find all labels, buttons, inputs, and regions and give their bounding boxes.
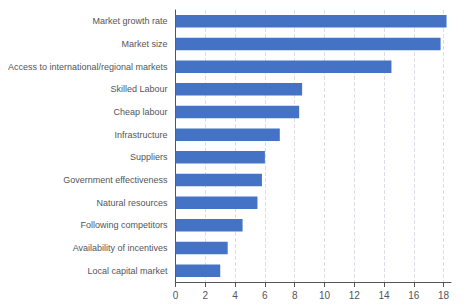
svg-text:Infrastructure: Infrastructure xyxy=(115,130,168,140)
svg-text:Access to international/region: Access to international/regional markets xyxy=(8,62,168,72)
svg-text:8: 8 xyxy=(292,290,298,301)
svg-text:Following competitors: Following competitors xyxy=(81,220,169,230)
svg-text:16: 16 xyxy=(408,290,420,301)
svg-text:6: 6 xyxy=(262,290,268,301)
svg-text:18: 18 xyxy=(438,290,450,301)
svg-text:12: 12 xyxy=(349,290,361,301)
svg-text:Local capital market: Local capital market xyxy=(88,266,169,276)
svg-text:Cheap labour: Cheap labour xyxy=(114,107,168,117)
svg-text:0: 0 xyxy=(173,290,179,301)
svg-text:Government effectiveness: Government effectiveness xyxy=(63,175,168,185)
svg-text:10: 10 xyxy=(319,290,331,301)
svg-text:Suppliers: Suppliers xyxy=(130,152,168,162)
svg-text:2: 2 xyxy=(203,290,209,301)
svg-text:14: 14 xyxy=(378,290,390,301)
svg-text:Natural resources: Natural resources xyxy=(97,198,169,208)
svg-text:Market size: Market size xyxy=(122,39,168,49)
svg-text:Availability of incentives: Availability of incentives xyxy=(73,243,168,253)
svg-text:Skilled Labour: Skilled Labour xyxy=(111,84,168,94)
svg-text:Market growth rate: Market growth rate xyxy=(93,16,168,26)
svg-text:4: 4 xyxy=(232,290,238,301)
